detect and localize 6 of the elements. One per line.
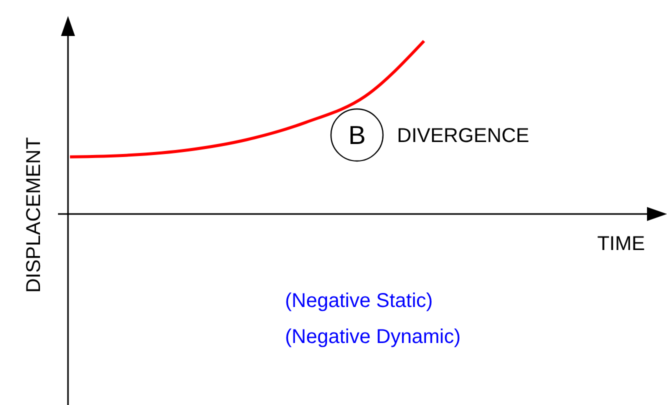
annotation: DIVERGENCE bbox=[397, 125, 530, 147]
text: (Negative Dynamic) bbox=[285, 326, 461, 348]
text: (Negative Static) bbox=[285, 290, 433, 312]
annotation: B bbox=[348, 120, 366, 150]
y-axis-title: DISPLACEMENT bbox=[23, 137, 45, 293]
x-axis-title: TIME bbox=[597, 233, 645, 255]
